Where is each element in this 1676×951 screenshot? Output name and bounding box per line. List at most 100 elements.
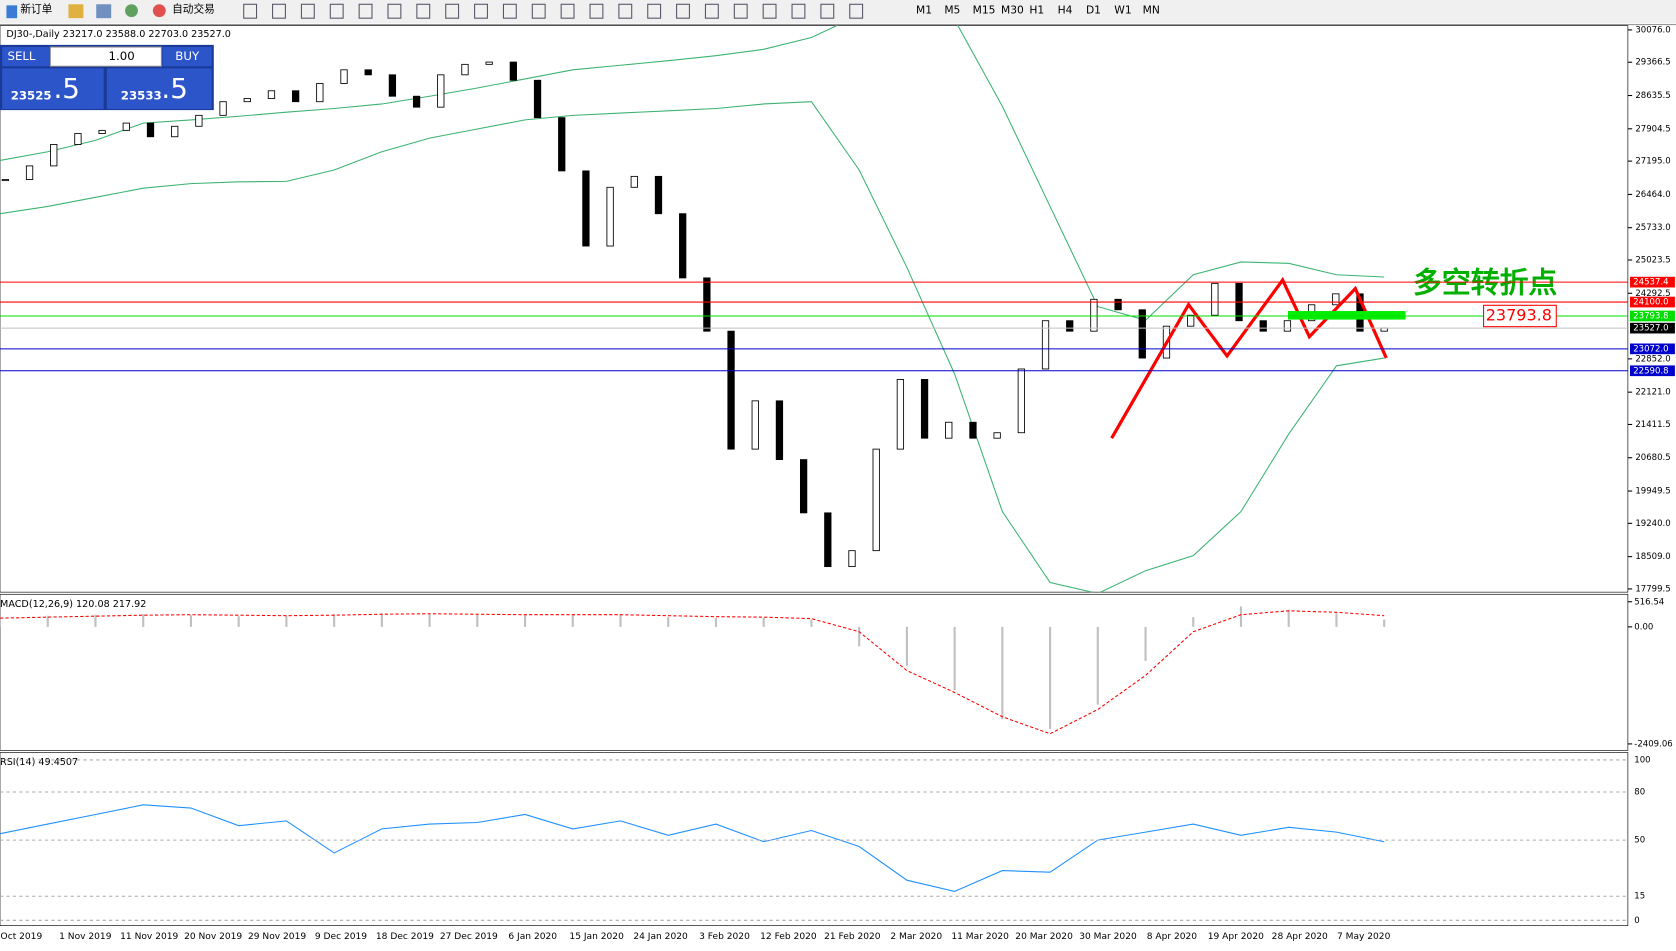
timeframe-button[interactable]: W1: [1114, 4, 1131, 17]
candle: [969, 421, 977, 439]
toolbar: 新订单 自动交易 M1 M5 M15 M30 H1 H4 D1 W1 MN: [0, 0, 1676, 24]
tool-icon[interactable]: [329, 3, 344, 19]
timeframe-button[interactable]: M5: [944, 4, 960, 17]
y-tick-label: 29366.5: [1635, 58, 1670, 68]
tool-icon[interactable]: [358, 3, 373, 19]
x-tick-label: 8 Apr 2020: [1147, 932, 1198, 942]
y-tick-label: 0.00: [1634, 622, 1653, 632]
candle: [558, 117, 566, 172]
main-panel: [0, 25, 1629, 593]
volume-input[interactable]: [49, 46, 162, 67]
sell-price[interactable]: 23525: [11, 89, 52, 103]
tool-icon[interactable]: [849, 3, 864, 19]
volume[interactable]: 1.00: [109, 49, 135, 63]
tool-icon[interactable]: [589, 3, 604, 19]
tool-icon[interactable]: [733, 3, 748, 19]
x-tick-label: 6 Jan 2020: [508, 932, 557, 942]
x-tick-label: 30 Mar 2020: [1079, 932, 1137, 942]
icon[interactable]: [68, 4, 84, 19]
candle: [74, 133, 82, 145]
rsi-panel: [0, 752, 1629, 926]
timeframe-button[interactable]: M30: [1001, 4, 1024, 17]
candle: [267, 90, 276, 99]
icon[interactable]: [96, 4, 112, 19]
trade-panel: SELL 1.00 BUY 23525 .5 23533 .5: [0, 44, 214, 111]
price-level-tag: [1630, 310, 1675, 322]
timeframe-button[interactable]: MN: [1143, 4, 1160, 17]
sell-button[interactable]: [2, 47, 50, 67]
y-tick-label: 30076.0: [1635, 25, 1670, 35]
x-tick-label: 7 May 2020: [1337, 932, 1391, 942]
buy-price-pips[interactable]: .5: [161, 72, 188, 105]
y-tick-label: 22852.0: [1635, 354, 1670, 364]
y-tick-label: 100: [1634, 755, 1650, 765]
x-tick-label: 20 Mar 2020: [1015, 932, 1073, 942]
x-tick-label: 29 Nov 2019: [248, 932, 306, 942]
buy-price-box[interactable]: [106, 68, 212, 110]
icon[interactable]: [6, 5, 18, 19]
x-tick-label: 3 Feb 2020: [699, 932, 750, 942]
tool-icon[interactable]: [531, 3, 546, 19]
y-tick-label: 27904.5: [1635, 124, 1670, 134]
candle: [1211, 282, 1219, 316]
tool-icon[interactable]: [272, 3, 286, 19]
tool-icon[interactable]: [243, 3, 258, 19]
candle: [582, 170, 590, 247]
candle: [896, 379, 905, 450]
tool-icon[interactable]: [647, 3, 662, 19]
candle: [1041, 320, 1050, 370]
price-level-label: 22590.8: [1633, 366, 1668, 376]
candle: [799, 459, 808, 514]
candle: [316, 83, 324, 103]
tool-icon[interactable]: [387, 3, 402, 19]
icon[interactable]: [152, 4, 166, 18]
x-tick-label: 9 Dec 2019: [315, 932, 367, 942]
candle: [1017, 368, 1025, 434]
timeframe-button[interactable]: M15: [973, 4, 996, 17]
tool-icon[interactable]: [474, 3, 488, 19]
sell-price-pips[interactable]: .5: [53, 72, 80, 105]
candle: [437, 74, 445, 108]
candle: [775, 400, 784, 461]
candle: [1138, 309, 1146, 359]
tool-icon[interactable]: [618, 3, 633, 19]
candle: [485, 61, 493, 65]
candle: [872, 448, 880, 552]
buy-button[interactable]: [162, 47, 212, 67]
tool-icon[interactable]: [820, 3, 835, 19]
tool-icon[interactable]: [676, 3, 690, 19]
price-level-label: 24537.4: [1633, 278, 1668, 288]
tool-icon[interactable]: [560, 3, 575, 19]
macd-title: MACD(12,26,9) 120.08 217.92: [0, 599, 146, 610]
x-tick-label: 2 Mar 2020: [890, 932, 942, 942]
tool-icon[interactable]: [416, 3, 431, 19]
sell-label[interactable]: SELL: [8, 49, 36, 63]
annotation-box: [1483, 304, 1557, 328]
tool-icon[interactable]: [791, 3, 806, 19]
tool-icon[interactable]: [502, 3, 517, 19]
price-level-label: 23072.0: [1633, 344, 1668, 354]
new-order[interactable]: 新订单: [20, 3, 52, 16]
candle: [1114, 298, 1122, 311]
timeframe-button[interactable]: M1: [916, 4, 932, 17]
x-tick-label: Oct 2019: [1, 932, 43, 942]
buy-label[interactable]: BUY: [175, 49, 200, 63]
icon[interactable]: [125, 4, 138, 18]
timeframe-button[interactable]: H4: [1058, 4, 1073, 17]
timeframe-button[interactable]: D1: [1086, 4, 1101, 17]
tool-icon[interactable]: [704, 3, 719, 19]
timeframe-button[interactable]: H1: [1029, 4, 1044, 17]
price-level-label: 23527.0: [1633, 324, 1668, 334]
tool-icon[interactable]: [762, 3, 777, 19]
symbol-info: DJ30-,Daily 23217.0 23588.0 22703.0 2352…: [6, 29, 230, 40]
candle: [1332, 293, 1340, 306]
tool-icon[interactable]: [300, 3, 315, 19]
candle: [171, 125, 179, 138]
tool-icon[interactable]: [445, 3, 460, 19]
auto-trading[interactable]: 自动交易: [172, 3, 215, 16]
candle: [122, 122, 130, 131]
buy-price[interactable]: 23533: [121, 89, 162, 103]
y-tick-label: 17799.5: [1635, 584, 1670, 594]
candle: [461, 63, 469, 76]
sell-price-box[interactable]: [2, 68, 104, 110]
